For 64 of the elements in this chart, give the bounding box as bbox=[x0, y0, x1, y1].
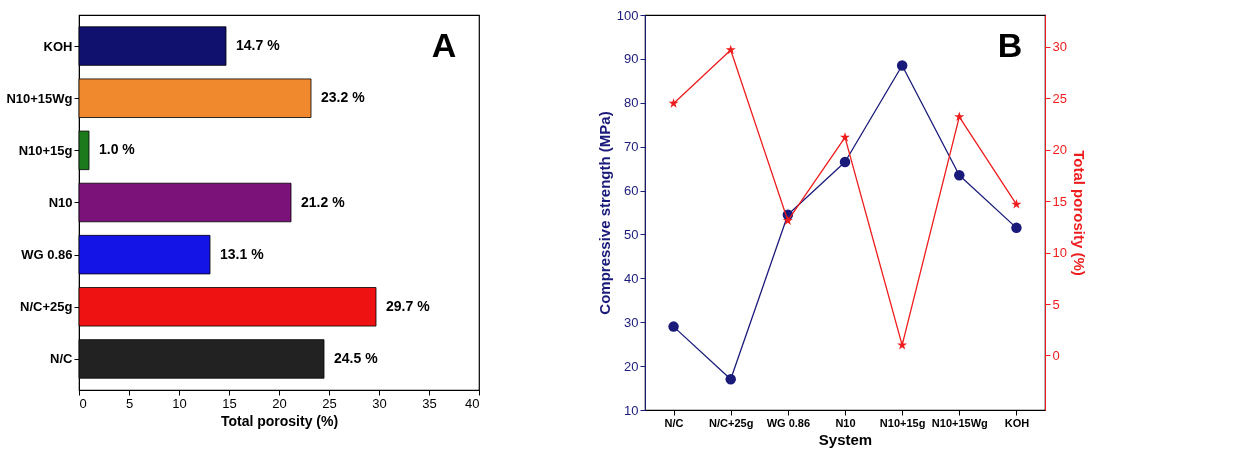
data-label: 13.1 % bbox=[220, 245, 265, 262]
x-axis-title: Total porosity (%) bbox=[220, 412, 339, 429]
y2-tick-label: 25 bbox=[1052, 90, 1067, 106]
data-label: 24.5 % bbox=[334, 349, 379, 366]
y2-axis-title: Total porosity (%) bbox=[1070, 150, 1088, 276]
x-tick-label: 35 bbox=[422, 395, 437, 411]
data-label: 23.2 % bbox=[321, 89, 366, 106]
point bbox=[725, 44, 736, 55]
point bbox=[839, 156, 851, 168]
y-tick-label: 100 bbox=[616, 7, 639, 23]
y2-tick-label: 0 bbox=[1052, 347, 1060, 363]
x-tick-label: 0 bbox=[79, 395, 87, 411]
point bbox=[954, 111, 965, 122]
y-tick-label: 20 bbox=[624, 358, 639, 374]
y2-tick-label: 15 bbox=[1052, 193, 1067, 209]
x-tick-label: 40 bbox=[465, 395, 480, 411]
x-tick-label: 25 bbox=[322, 395, 337, 411]
y-tick-label: 60 bbox=[624, 183, 639, 199]
data-label: 14.7 % bbox=[236, 37, 281, 54]
y-tick-label: 40 bbox=[624, 270, 639, 286]
point bbox=[725, 374, 736, 385]
x-tick-label: 5 bbox=[125, 395, 134, 411]
x-tick-label: 15 bbox=[222, 395, 237, 411]
x-tick-label: N10+15Wg bbox=[931, 416, 988, 429]
data-label: 21.2 % bbox=[301, 193, 346, 210]
y2-tick-label: 30 bbox=[1052, 39, 1067, 55]
y-tick-label: 80 bbox=[624, 95, 639, 111]
x-tick-label: WG 0.86 bbox=[766, 416, 811, 429]
y-tick-label: 30 bbox=[624, 314, 639, 330]
point bbox=[668, 98, 679, 108]
point bbox=[1011, 199, 1022, 209]
y2-tick-label: 20 bbox=[1052, 142, 1067, 158]
x-tick-label: 30 bbox=[372, 395, 387, 411]
y-tick-label: 90 bbox=[624, 51, 639, 67]
y-axis-title: Compressive strength (MPa) bbox=[595, 111, 613, 315]
annotation: B bbox=[997, 26, 1023, 64]
point bbox=[668, 321, 679, 332]
y-tick-label: 70 bbox=[624, 139, 639, 155]
y-tick-label: 50 bbox=[624, 226, 639, 242]
y-tick-label: WG 0.86 bbox=[21, 247, 73, 263]
point bbox=[782, 215, 793, 225]
data-label: 29.7 % bbox=[386, 297, 431, 314]
y-tick-label: KOH bbox=[43, 38, 73, 54]
data-label: 1.0 % bbox=[99, 141, 136, 158]
point bbox=[840, 132, 850, 142]
y-tick-label: N10+15Wg bbox=[6, 90, 73, 106]
x-tick-label: N/C+25g bbox=[709, 416, 754, 429]
x-tick-label: N10 bbox=[835, 416, 856, 429]
point bbox=[954, 169, 965, 181]
y-tick-label: N/C bbox=[50, 351, 74, 367]
y-tick-label: N10 bbox=[48, 195, 73, 210]
x-tick-label: N10+15g bbox=[879, 416, 926, 429]
x-axis-title: System bbox=[818, 430, 873, 448]
y-tick-label: N/C+25g bbox=[20, 299, 73, 315]
x-tick-label: N/C bbox=[664, 416, 684, 429]
x-tick-label: 10 bbox=[172, 395, 187, 411]
point bbox=[1011, 222, 1022, 234]
y2-tick-label: 10 bbox=[1052, 245, 1067, 261]
x-tick-label: 20 bbox=[272, 395, 287, 411]
x-tick-label: KOH bbox=[1004, 416, 1030, 429]
annotation: A bbox=[431, 26, 457, 64]
y-tick-label: N10+15g bbox=[18, 142, 73, 158]
point bbox=[896, 60, 908, 71]
y2-tick-label: 5 bbox=[1052, 296, 1060, 312]
